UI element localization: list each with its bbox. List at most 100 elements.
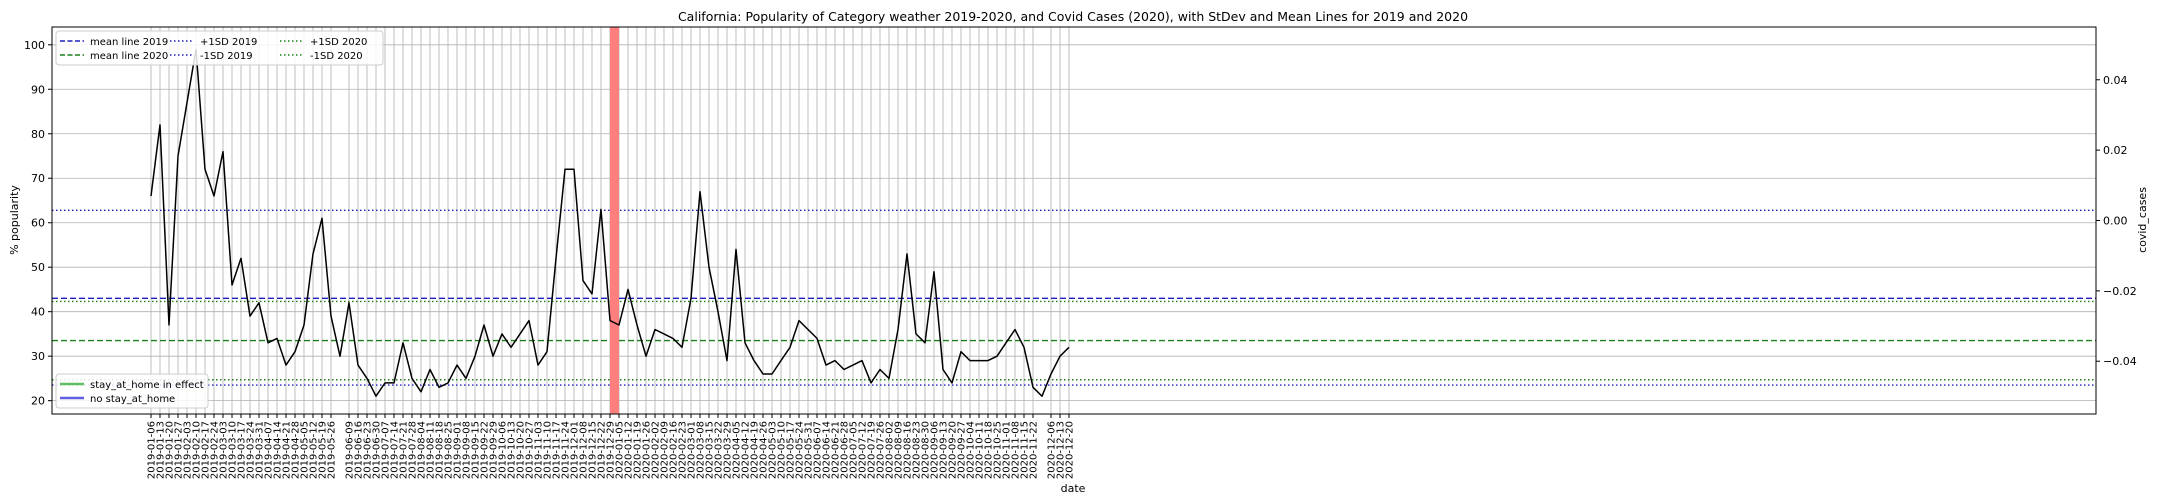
x-tick-label: 2020-01-19 — [633, 421, 644, 479]
y-tick-label: 90 — [31, 83, 45, 96]
shaded-span-rect — [610, 27, 619, 414]
x-tick-label: 2020-03-01 — [687, 421, 698, 479]
x-tick-label: 2019-04-14 — [273, 421, 284, 479]
x-tick-label: 2019-06-23 — [363, 421, 374, 479]
x-tick-label: 2019-06-09 — [345, 421, 356, 479]
x-tick-label: 2020-10-25 — [993, 421, 1004, 479]
x-tick-label: 2019-11-17 — [552, 421, 563, 479]
x-tick-label: 2019-10-13 — [507, 421, 518, 479]
x-tick-label: 2020-04-05 — [732, 421, 743, 479]
x-tick-label: 2020-08-09 — [894, 421, 905, 479]
x-tick-label: 2019-01-27 — [174, 421, 185, 479]
x-tick-label: 2019-09-29 — [489, 421, 500, 479]
series-line — [150, 48, 1070, 397]
x-tick-label: 2020-03-29 — [723, 421, 734, 479]
legend-entry: +1SD 2020 — [310, 37, 367, 48]
x-tick-label: 2019-08-04 — [417, 421, 428, 479]
shaded-span — [610, 27, 619, 414]
x-tick-label: 2020-06-28 — [840, 421, 851, 479]
legend-secondary-entry: no stay_at_home — [90, 394, 175, 405]
x-tick-label: 2019-09-01 — [453, 421, 464, 479]
x-tick-label: 2020-05-17 — [786, 421, 797, 479]
x-tick-label: 2020-01-05 — [615, 421, 626, 479]
legend-entry: mean line 2019 — [90, 37, 168, 48]
x-tick-label: 2019-04-21 — [282, 421, 293, 479]
legend: mean line 2019 mean line 2020 +1SD 2019 -1S… — [55, 30, 384, 66]
x-axis-ticks: 2019-01-062019-01-132019-01-202019-01-27… — [147, 414, 1076, 479]
x-tick-label: 2020-08-16 — [903, 421, 914, 479]
y-tick-label: 20 — [31, 395, 45, 408]
x-tick-label: 2019-01-06 — [147, 421, 158, 479]
x-tick-label: 2020-04-19 — [750, 421, 761, 479]
x-tick-label: 2020-05-10 — [777, 421, 788, 479]
x-tick-label: 2019-05-05 — [300, 421, 311, 479]
chart-title: California: Popularity of Category weath… — [678, 9, 1468, 24]
x-tick-label: 2019-01-13 — [156, 421, 167, 479]
x-tick-label: 2019-09-22 — [480, 421, 491, 479]
x-tick-label: 2020-02-02 — [651, 421, 662, 479]
x-tick-label: 2020-03-08 — [696, 421, 707, 479]
x-tick-label: 2020-02-09 — [660, 421, 671, 479]
x-tick-label: 2019-12-29 — [606, 421, 617, 479]
x-tick-label: 2019-10-06 — [498, 421, 509, 479]
x-tick-label: 2019-04-07 — [264, 421, 275, 479]
x-tick-label: 2019-08-11 — [426, 421, 437, 479]
x-tick-label: 2019-06-30 — [372, 421, 383, 479]
x-tick-label: 2019-07-14 — [390, 421, 401, 479]
x-tick-label: 2019-12-01 — [570, 421, 581, 479]
x-tick-label: 2019-07-07 — [381, 421, 392, 479]
x-tick-label: 2019-06-16 — [354, 421, 365, 479]
x-tick-label: 2019-10-27 — [525, 421, 536, 479]
y-tick-label: 80 — [31, 128, 45, 141]
grid — [52, 27, 2096, 414]
x-tick-label: 2019-07-28 — [408, 421, 419, 479]
x-tick-label: 2019-03-17 — [237, 421, 248, 479]
x-tick-label: 2020-09-20 — [948, 421, 959, 479]
x-tick-label: 2019-02-10 — [192, 421, 203, 479]
x-tick-label: 2019-04-28 — [291, 421, 302, 479]
y-tick-label: 30 — [31, 350, 45, 363]
y-tick-label: 100 — [24, 39, 45, 52]
x-tick-label: 2020-06-14 — [822, 421, 833, 479]
y-axis-label: % popularity — [8, 185, 21, 255]
y-tick-label: 40 — [31, 306, 45, 319]
x-tick-label: 2020-10-04 — [966, 421, 977, 479]
y2-axis-label: covid_cases — [2136, 187, 2149, 253]
legend-entry: mean line 2020 — [90, 51, 168, 62]
x-tick-label: 2020-02-23 — [678, 421, 689, 479]
x-tick-label: 2020-12-13 — [1056, 421, 1067, 479]
x-tick-label: 2019-12-08 — [579, 421, 590, 479]
x-tick-label: 2020-03-22 — [714, 421, 725, 479]
x-tick-label: 2020-07-26 — [876, 421, 887, 479]
x-tick-label: 2020-06-07 — [813, 421, 824, 479]
x-tick-label: 2019-07-21 — [399, 421, 410, 479]
x-tick-label: 2019-10-20 — [516, 421, 527, 479]
x-tick-label: 2020-05-03 — [768, 421, 779, 479]
y2-tick-label: −0.04 — [2103, 355, 2137, 368]
x-tick-label: 2019-05-19 — [318, 421, 329, 479]
x-tick-label: 2020-09-13 — [939, 421, 950, 479]
x-tick-label: 2020-12-20 — [1065, 421, 1076, 479]
x-tick-label: 2019-12-22 — [597, 421, 608, 479]
x-tick-label: 2019-03-24 — [246, 421, 257, 479]
x-tick-label: 2020-01-26 — [642, 421, 653, 479]
series-lines — [150, 48, 1070, 397]
x-tick-label: 2020-04-26 — [759, 421, 770, 479]
legend-entry: -1SD 2020 — [310, 51, 363, 62]
legend-secondary-box — [55, 373, 209, 409]
reference-lines — [52, 209, 2096, 386]
x-tick-label: 2019-11-03 — [534, 421, 545, 479]
x-tick-label: 2020-06-21 — [831, 421, 842, 479]
x-tick-label: 2020-07-19 — [867, 421, 878, 479]
x-tick-label: 2020-01-12 — [624, 421, 635, 479]
x-tick-label: 2019-03-31 — [255, 421, 266, 479]
x-tick-label: 2020-11-15 — [1020, 421, 1031, 479]
x-tick-label: 2019-11-24 — [561, 421, 572, 479]
x-tick-label: 2019-05-26 — [327, 421, 338, 479]
x-tick-label: 2020-05-31 — [804, 421, 815, 479]
legend-secondary-entry: stay_at_home in effect — [90, 380, 204, 391]
y2-tick-label: 0.04 — [2103, 74, 2128, 87]
x-tick-label: 2020-08-02 — [885, 421, 896, 479]
y-tick-label: 50 — [31, 261, 45, 274]
